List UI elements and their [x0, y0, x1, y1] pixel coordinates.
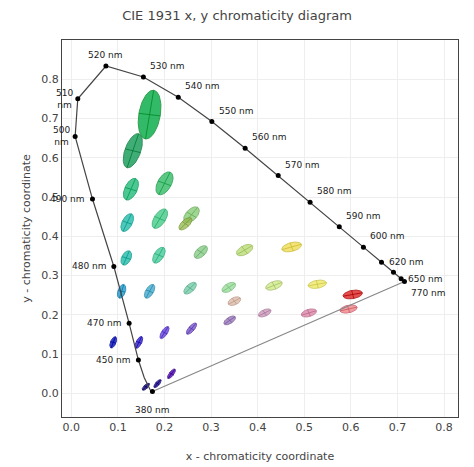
svg-text:0.1: 0.1 [109, 421, 127, 434]
svg-text:0.0: 0.0 [63, 421, 81, 434]
svg-text:510nm: 510nm [56, 88, 73, 110]
svg-text:0.6: 0.6 [41, 152, 59, 165]
svg-text:570 nm: 570 nm [285, 160, 320, 170]
svg-text:0.6: 0.6 [342, 421, 360, 434]
svg-text:650 nm: 650 nm [408, 274, 443, 284]
svg-text:550 nm: 550 nm [219, 106, 254, 116]
svg-text:380 nm: 380 nm [135, 405, 170, 415]
svg-text:0.5: 0.5 [296, 421, 314, 434]
svg-text:0.0: 0.0 [41, 387, 59, 400]
svg-text:0.5: 0.5 [41, 191, 59, 204]
svg-text:x - chromaticity coordinate: x - chromaticity coordinate [186, 450, 335, 463]
svg-text:0.4: 0.4 [249, 421, 267, 434]
svg-text:580 nm: 580 nm [317, 186, 352, 196]
svg-text:590 nm: 590 nm [346, 211, 381, 221]
svg-text:CIE 1931 x, y chromaticity dia: CIE 1931 x, y chromaticity diagram [122, 8, 352, 23]
svg-text:560 nm: 560 nm [252, 132, 287, 142]
svg-text:490 nm: 490 nm [50, 194, 85, 204]
svg-text:0.3: 0.3 [41, 269, 59, 282]
svg-text:0.7: 0.7 [41, 112, 59, 125]
svg-text:770 nm: 770 nm [411, 288, 446, 298]
svg-text:0.2: 0.2 [156, 421, 174, 434]
svg-text:450 nm: 450 nm [96, 355, 131, 365]
svg-text:0.2: 0.2 [41, 309, 59, 322]
svg-text:y - chromaticity coordinate: y - chromaticity coordinate [20, 154, 33, 303]
svg-text:500nm: 500nm [53, 125, 70, 147]
svg-text:0.7: 0.7 [389, 421, 407, 434]
svg-text:0.8: 0.8 [41, 73, 59, 86]
svg-text:0.3: 0.3 [202, 421, 220, 434]
svg-text:0.4: 0.4 [41, 230, 59, 243]
svg-text:0.8: 0.8 [435, 421, 453, 434]
svg-text:0.1: 0.1 [41, 348, 59, 361]
svg-text:600 nm: 600 nm [370, 231, 405, 241]
svg-text:620 nm: 620 nm [389, 257, 424, 267]
svg-text:540 nm: 540 nm [185, 81, 220, 91]
svg-text:470 nm: 470 nm [87, 318, 122, 328]
svg-text:480 nm: 480 nm [72, 261, 107, 271]
svg-text:530 nm: 530 nm [150, 61, 185, 71]
svg-text:520 nm: 520 nm [88, 50, 123, 60]
